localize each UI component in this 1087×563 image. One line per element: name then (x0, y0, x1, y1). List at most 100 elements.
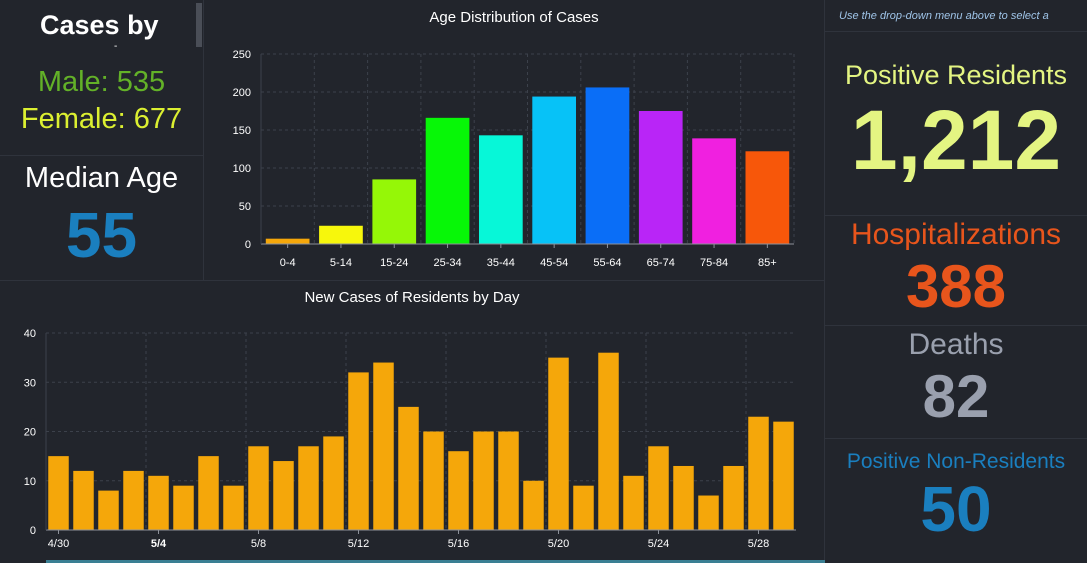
bar-5/4 (148, 475, 169, 530)
bar-75-84 (692, 138, 736, 244)
bar-25-34 (425, 117, 470, 244)
y-tick-label: 250 (233, 49, 251, 61)
x-tick-label: 15-24 (380, 257, 408, 269)
bar-5/2 (98, 490, 119, 530)
new-cases-panel: New Cases of Residents by Day 0 10 20 30 40 4… (0, 281, 824, 563)
positive-residents-value: 1,212 (850, 93, 1062, 187)
non-residents-label: Positive Non-Residents (846, 450, 1066, 473)
bar-85+ (745, 151, 790, 244)
bar-5-14 (319, 225, 363, 244)
dropdown-hint: Use the drop-down menu above to select a (839, 10, 1049, 22)
bar-5/15 (423, 431, 444, 530)
x-tick-label: 45-54 (540, 257, 568, 269)
divider (825, 438, 1087, 439)
bar-5/22 (598, 352, 619, 530)
x-tick-label: 25-34 (433, 257, 461, 269)
y-tick-label: 150 (233, 125, 251, 137)
bar-5/8 (248, 446, 269, 530)
y-tick-label: 0 (245, 239, 251, 251)
bottom-strip (46, 560, 825, 563)
new-cases-chart: 0 10 20 30 40 4/30 5/4 5/8 5/12 5/16 5/20 5/24 5/28 (24, 328, 796, 550)
cases-chart-title: New Cases of Residents by Day (304, 289, 520, 306)
bar-5/23 (623, 475, 644, 530)
bar-5/21 (573, 485, 594, 530)
bar-5/7 (223, 485, 244, 530)
x-tick-label: 5-14 (330, 257, 352, 269)
median-age-value: 55 (65, 199, 138, 271)
divider (825, 215, 1087, 216)
male-count: Male: 535 (37, 66, 166, 98)
summary-column: Use the drop-down menu above to select a… (825, 0, 1087, 563)
x-tick-label: 5/8 (251, 538, 266, 550)
y-tick-label: 0 (30, 525, 36, 537)
age-distribution-chart: 0 50 100 150 200 250 0-4 5-14 15-24 25-34 35-44 45-… (233, 49, 795, 269)
divider (824, 0, 825, 563)
x-tick-label: 5/12 (348, 538, 369, 550)
bar-4/30 (48, 456, 69, 530)
divider (203, 0, 204, 280)
bar-5/17 (473, 431, 494, 530)
median-age-label: Median Age (24, 162, 179, 194)
bar-5/16 (448, 451, 469, 530)
x-tick-label: 5/20 (548, 538, 569, 550)
x-tick-label: 5/28 (748, 538, 769, 550)
gender-title-tail: - (114, 41, 118, 52)
bar-5/14 (398, 406, 419, 530)
x-tick-label: 35-44 (487, 257, 515, 269)
bar-45-54 (532, 96, 577, 244)
bar-5/3 (123, 470, 144, 530)
gender-title: Cases by (40, 10, 159, 40)
bar-55-64 (585, 87, 630, 244)
x-tick-label: 85+ (758, 257, 777, 269)
bar-5/27 (723, 465, 744, 530)
bar-5/25 (673, 465, 694, 530)
bar-5/10 (298, 446, 319, 530)
bar-5/20 (548, 357, 569, 530)
x-tick-label: 5/24 (648, 538, 669, 550)
bar-5/6 (198, 456, 219, 530)
y-tick-label: 20 (24, 427, 36, 439)
divider (0, 280, 824, 281)
non-residents-value: 50 (920, 473, 992, 545)
hospitalizations-value: 388 (905, 253, 1007, 320)
bar-65-74 (638, 111, 683, 244)
divider (825, 31, 1087, 32)
age-chart-title: Age Distribution of Cases (429, 9, 599, 26)
gender-panel: Cases by - Male: 535 Female: 677 (0, 0, 203, 155)
y-tick-label: 40 (24, 328, 36, 340)
x-tick-label: 55-64 (593, 257, 621, 269)
panel-scrollbar[interactable] (196, 3, 202, 47)
bar-5/5 (173, 485, 194, 530)
age-distribution-panel: Age Distribution of Cases 0 50 100 150 200 25… (204, 0, 824, 280)
x-tick-label: 0-4 (280, 257, 296, 269)
bar-5/19 (523, 480, 544, 530)
x-tick-label: 5/16 (448, 538, 469, 550)
y-tick-label: 200 (233, 87, 251, 99)
y-tick-label: 30 (24, 377, 36, 389)
bar-5/13 (373, 362, 394, 530)
hospitalizations-label: Hospitalizations (850, 218, 1062, 251)
bar-5/11 (323, 436, 344, 530)
deaths-label: Deaths (908, 328, 1004, 361)
x-tick-label: 65-74 (647, 257, 675, 269)
bar-5/29 (773, 421, 794, 530)
bar-5/28 (748, 416, 769, 530)
median-age-panel: Median Age 55 (0, 156, 203, 280)
bar-35-44 (478, 135, 523, 244)
y-tick-label: 100 (233, 163, 251, 175)
bar-5/26 (698, 495, 719, 530)
bar-0-4 (265, 238, 310, 244)
divider (0, 155, 203, 156)
deaths-value: 82 (922, 363, 990, 430)
bar-5/18 (498, 431, 519, 530)
x-tick-label: 75-84 (700, 257, 728, 269)
y-tick-label: 50 (239, 201, 251, 213)
divider (825, 325, 1087, 326)
bar-15-24 (372, 179, 417, 244)
bar-5/12 (348, 372, 369, 530)
bar-5/9 (273, 461, 294, 530)
positive-residents-label: Positive Residents (844, 60, 1068, 90)
x-tick-label: 5/4 (151, 538, 167, 550)
female-count: Female: 677 (20, 103, 183, 135)
bar-5/24 (648, 446, 669, 530)
